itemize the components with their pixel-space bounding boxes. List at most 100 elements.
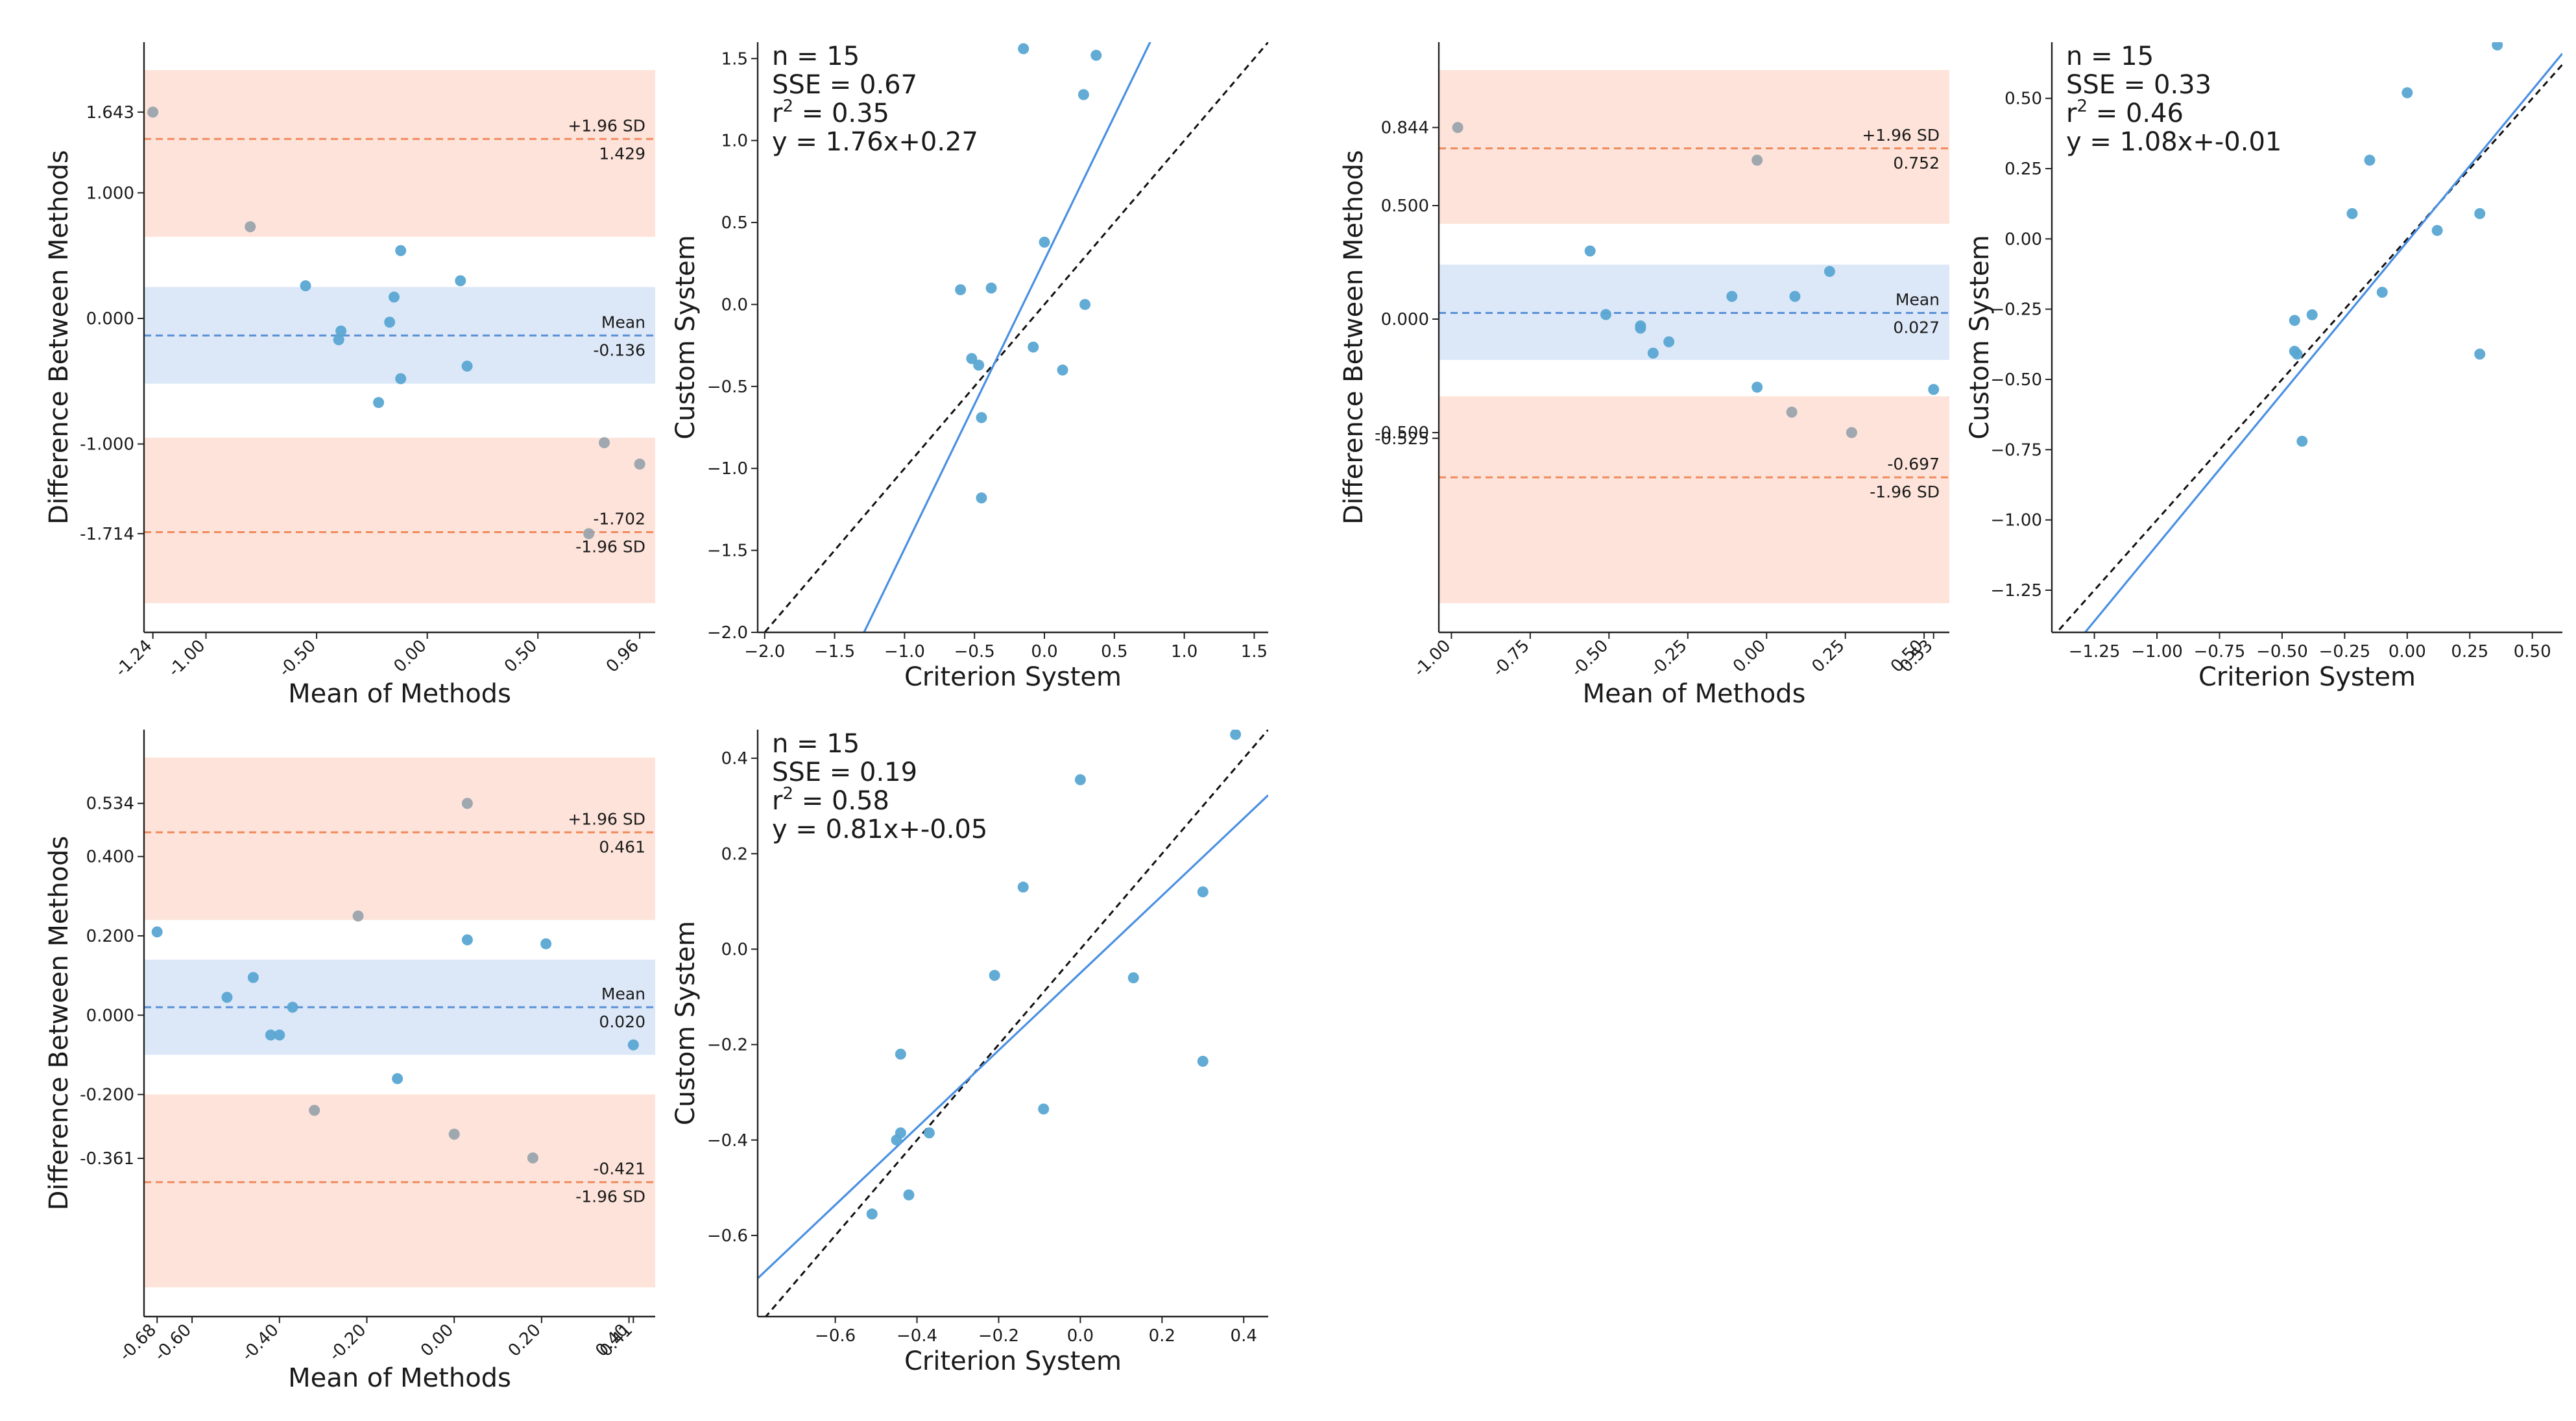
- chart-panel-2: −2.0 −1.5 −1.0 −0.5 0.0 0.5 1.0 1.5 1.5 1.0 0.5 0.0…: [671, 42, 1268, 692]
- data-point-13: [527, 1152, 538, 1164]
- stat-r2-exponent: 2: [782, 97, 793, 116]
- y-tick-label: −2.0: [707, 623, 748, 643]
- x-tick-label: −1.0: [884, 642, 925, 662]
- upper-limit-value: 0.461: [599, 837, 645, 856]
- y-tick-label: -0.200: [80, 1086, 134, 1105]
- stat-r2-symbol: r: [772, 99, 783, 128]
- y-tick-label: −0.25: [1990, 300, 2042, 320]
- stat-n: n = 15: [2066, 42, 2154, 71]
- x-tick-label: 0.0: [1067, 1326, 1094, 1346]
- y-tick-label: −1.0: [707, 459, 748, 479]
- stat-r2-exponent: 2: [782, 784, 793, 804]
- data-point-6: [287, 1001, 298, 1013]
- data-point-3: [2291, 348, 2303, 360]
- lower-limit-band: [1439, 396, 1949, 603]
- data-point-1: [866, 1208, 878, 1220]
- data-point-12: [1197, 886, 1209, 898]
- y-tick-label: 0.534: [86, 794, 134, 814]
- lower-limit-band: [144, 1094, 655, 1287]
- x-axis-label: Mean of Methods: [1583, 679, 1806, 709]
- data-point-13: [1824, 266, 1835, 277]
- data-point-6: [373, 397, 385, 409]
- lower-limit-band: [144, 437, 655, 603]
- y-tick-label: 0.00: [2004, 230, 2042, 249]
- y-tick-label: 0.000: [1381, 310, 1429, 329]
- y-tick-label: −1.25: [1990, 581, 2042, 601]
- chart-panel-6: −0.6 −0.4 −0.2 0.0 0.2 0.4 0.4 0.2 0.0 −0.2 −0.4 −0…: [671, 729, 1268, 1376]
- y-axis-label: Difference Between Methods: [44, 150, 74, 525]
- y-tick-label: 1.643: [86, 103, 134, 123]
- x-tick-label: −0.4: [897, 1326, 937, 1346]
- x-tick-label: 0.25: [2451, 642, 2488, 662]
- data-point-7: [309, 1105, 320, 1116]
- data-point-13: [1090, 49, 1102, 61]
- y-tick-label: -1.000: [80, 435, 134, 455]
- y-tick-label: −1.5: [707, 542, 748, 561]
- data-point-1: [151, 926, 163, 938]
- stat-r2: r2 = 0.58: [772, 784, 889, 816]
- stat-r2-value: = 0.46: [2088, 99, 2184, 128]
- data-point-1: [147, 106, 159, 118]
- data-point-9: [2401, 87, 2413, 99]
- data-point-6: [1647, 348, 1659, 359]
- lower-limit-label: -1.96 SD: [575, 1188, 645, 1206]
- data-point-5: [2306, 309, 2318, 320]
- plot-area: [763, 42, 1268, 632]
- stat-equation: y = 1.08x+-0.01: [2066, 127, 2281, 157]
- stat-r2-value: = 0.35: [793, 99, 889, 128]
- data-point-7: [2364, 154, 2376, 166]
- data-point-6: [985, 282, 997, 294]
- data-point-7: [1018, 43, 1029, 54]
- x-tick-label: 0.2: [1149, 1326, 1175, 1346]
- stat-r2: r2 = 0.46: [2066, 97, 2184, 128]
- data-point-3: [247, 972, 259, 983]
- x-tick-label: −1.00: [2131, 642, 2183, 662]
- x-tick-label: 0.50: [2514, 642, 2551, 662]
- data-point-2: [1584, 245, 1596, 257]
- data-point-8: [2376, 287, 2388, 298]
- plot-area: [144, 758, 655, 1287]
- identity-line: [2055, 64, 2562, 632]
- data-point-8: [1017, 881, 1029, 893]
- lower-limit-value: -0.421: [593, 1160, 645, 1178]
- x-tick-label: 0.00: [390, 636, 430, 676]
- data-point-11: [461, 798, 473, 809]
- y-tick-label: −0.50: [1990, 370, 2042, 390]
- data-point-5: [1635, 322, 1646, 334]
- mean-label: Mean: [601, 985, 645, 1003]
- data-point-3: [973, 359, 985, 371]
- y-tick-label: −0.75: [1990, 440, 2042, 460]
- y-tick-label: −0.2: [707, 1036, 748, 1055]
- data-point-4: [2296, 435, 2308, 447]
- data-point-10: [2431, 224, 2443, 236]
- y-tick-label: 0.500: [1381, 197, 1429, 216]
- y-axis-label: Custom System: [671, 921, 701, 1125]
- data-point-3: [895, 1048, 906, 1060]
- upper-limit-value: 0.752: [1893, 154, 1940, 173]
- y-axis-label: Custom System: [1965, 235, 1995, 439]
- y-tick-label: 0.4: [721, 749, 748, 769]
- x-tick-label: −0.50: [2256, 642, 2308, 662]
- data-point-11: [2474, 208, 2486, 219]
- upper-limit-band: [144, 70, 655, 237]
- data-point-1: [2289, 315, 2300, 326]
- y-tick-label: -0.500: [1375, 424, 1429, 443]
- mean-value: 0.027: [1893, 318, 1940, 337]
- identity-line: [764, 730, 1268, 1317]
- x-tick-label: -0.25: [1646, 636, 1691, 681]
- fit-line: [863, 42, 1151, 632]
- data-point-15: [1928, 384, 1940, 395]
- stat-n: n = 15: [772, 729, 860, 759]
- data-point-4: [333, 334, 344, 346]
- stat-sse: SSE = 0.19: [772, 758, 917, 787]
- y-tick-label: 0.400: [86, 848, 134, 867]
- lower-limit-value: -1.702: [593, 509, 645, 528]
- stat-equation: y = 0.81x+-0.05: [772, 815, 987, 844]
- x-tick-label: −2.0: [744, 642, 785, 662]
- data-point-11: [1786, 407, 1798, 418]
- x-tick-label: -0.40: [238, 1320, 283, 1365]
- data-point-11: [1077, 89, 1089, 101]
- data-point-3: [1600, 309, 1611, 320]
- lower-limit-label: -1.96 SD: [1870, 483, 1940, 501]
